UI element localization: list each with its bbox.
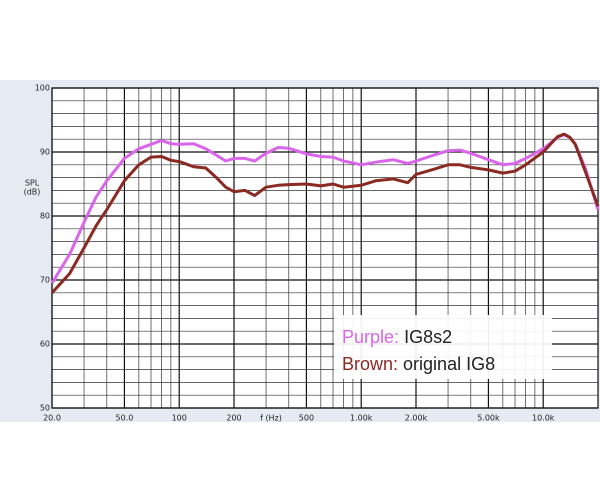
y-tick-label: 70 — [40, 276, 50, 285]
legend-label: IG8s2 — [404, 327, 452, 347]
legend-box — [334, 315, 552, 379]
y-tick-label: 60 — [40, 340, 50, 349]
legend-label: original IG8 — [403, 354, 495, 374]
y-unit: (dB) — [24, 188, 41, 197]
series-line — [50, 132, 600, 294]
legend-entry: Purple: IG8s2 — [342, 327, 452, 347]
legend-color-word: Brown: — [342, 354, 398, 374]
x-tick-label: 2.00k — [405, 414, 428, 423]
y-tick-label: 100 — [35, 84, 50, 93]
legend-entry: Brown: original IG8 — [342, 354, 495, 374]
lines — [50, 132, 600, 294]
x-tick-label: 5.00k — [477, 414, 500, 423]
y-label: SPL — [25, 179, 40, 188]
series-line — [50, 133, 600, 284]
x-tick-label: 10.0k — [532, 414, 555, 423]
x-tick-label: 200 — [226, 414, 241, 423]
x-tick-label: 500 — [299, 414, 314, 423]
y-tick-label: 50 — [40, 404, 50, 413]
legend-color-word: Purple: — [342, 327, 399, 347]
x-tick-label: 50.0 — [116, 414, 134, 423]
x-label: f (Hz) — [260, 414, 282, 423]
plot-border — [51, 87, 599, 409]
y-tick-label: 90 — [40, 148, 50, 157]
legend: Purple: IG8s2 Brown: original IG8 — [334, 315, 552, 379]
x-tick-label: 20.0 — [43, 414, 61, 423]
y-tick-label: 80 — [40, 212, 50, 221]
x-tick-label: 1.00k — [350, 414, 373, 423]
x-tick-label: 100 — [172, 414, 187, 423]
